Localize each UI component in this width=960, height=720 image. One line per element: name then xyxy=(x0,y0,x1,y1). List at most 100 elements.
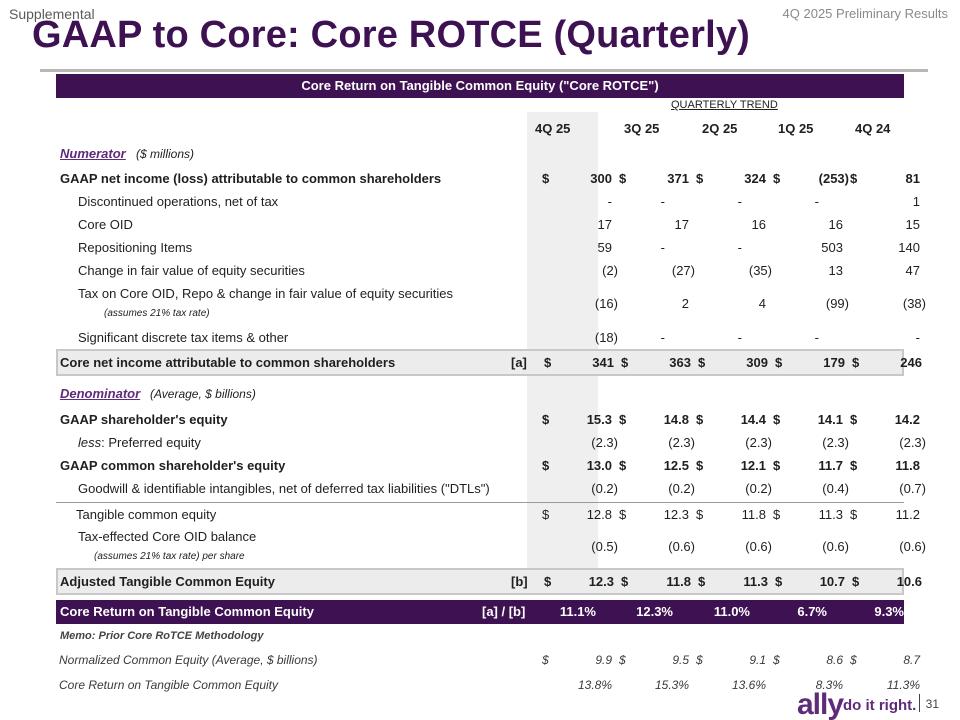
cell: $14.4 xyxy=(696,412,766,427)
cell: $324 xyxy=(696,171,766,186)
cell: - xyxy=(660,240,665,255)
row-label: Normalized Common Equity (Average, $ bil… xyxy=(59,653,318,667)
row-label: Core OID xyxy=(78,217,133,232)
cell: $10.6 xyxy=(852,574,922,589)
cell: $81 xyxy=(850,171,920,186)
cell: $12.3 xyxy=(619,507,689,522)
table-row: GAAP shareholder's equity $15.3 $14.8 $1… xyxy=(56,408,920,431)
cell: 11.1% xyxy=(559,604,596,619)
row-label: GAAP shareholder's equity xyxy=(60,412,228,427)
cell: $11.8 xyxy=(696,507,766,522)
cell: 17 xyxy=(597,217,612,232)
row-label: Goodwill & identifiable intangibles, net… xyxy=(78,481,490,496)
cell: (16) xyxy=(594,296,618,311)
cell: $13.0 xyxy=(542,458,612,473)
cell: - xyxy=(814,330,819,345)
cell: (2.3) xyxy=(899,435,926,450)
page-title: GAAP to Core: Core ROTCE (Quarterly) xyxy=(32,14,751,56)
row-label: Discontinued operations, net of tax xyxy=(78,194,279,209)
cell: $12.5 xyxy=(619,458,689,473)
cell: 11.3% xyxy=(886,678,920,692)
cell: (2.3) xyxy=(668,435,695,450)
supplemental-label: Supplemental xyxy=(9,6,95,22)
cell: 47 xyxy=(905,263,920,278)
cell: (99) xyxy=(825,296,849,311)
cell: $246 xyxy=(852,355,922,370)
cell: (0.6) xyxy=(745,539,772,554)
cell: - xyxy=(607,194,612,209)
quarterly-trend-label: QUARTERLY TREND xyxy=(671,99,778,111)
denominator-note: (Average, $ billions) xyxy=(150,387,256,401)
ref-a-over-b: [a] / [b] xyxy=(482,604,526,619)
row-label: less: Preferred equity xyxy=(78,435,201,450)
cell: (18) xyxy=(594,330,618,345)
row-label: GAAP common shareholder's equity xyxy=(60,458,286,473)
tax-rate-per-share-note: (assumes 21% tax rate) per share xyxy=(94,551,245,562)
cell: - xyxy=(660,194,665,209)
table-row: GAAP common shareholder's equity $13.0 $… xyxy=(56,454,920,477)
cell: $371 xyxy=(619,171,689,186)
tax-rate-note: (assumes 21% tax rate) xyxy=(104,308,210,319)
cell: 2 xyxy=(681,296,689,311)
cell: $11.7 xyxy=(773,458,843,473)
cell: (0.2) xyxy=(668,481,695,496)
adjusted-tce-row: Adjusted Tangible Common Equity [b] $12.… xyxy=(56,568,922,595)
cell: $11.3 xyxy=(773,507,843,522)
core-net-income-row: Core net income attributable to common s… xyxy=(56,349,922,376)
cell: $15.3 xyxy=(542,412,612,427)
denominator-heading: Denominator xyxy=(60,386,141,401)
cell: 4 xyxy=(758,296,766,311)
cell: (35) xyxy=(748,263,772,278)
row-label: Tax-effected Core OID balance xyxy=(78,529,257,544)
cell: 11.0% xyxy=(713,604,750,619)
cell: $8.7 xyxy=(850,653,920,667)
cell: (0.5) xyxy=(591,539,618,554)
cell: $10.7 xyxy=(775,574,845,589)
cell: (27) xyxy=(671,263,695,278)
table-row: Change in fair value of equity securitie… xyxy=(56,259,920,282)
column-header-2q25: 2Q 25 xyxy=(702,121,738,136)
table-banner: Core Return on Tangible Common Equity ("… xyxy=(56,74,904,98)
cell: $11.2 xyxy=(850,507,920,522)
memo-row: Core Return on Tangible Common Equity 13… xyxy=(56,675,920,695)
cell: 15 xyxy=(905,217,920,232)
cell: (0.6) xyxy=(668,539,695,554)
cell: $309 xyxy=(698,355,768,370)
cell: 140 xyxy=(898,240,920,255)
cell: (2.3) xyxy=(822,435,849,450)
cell: 15.3% xyxy=(654,678,689,692)
table-row: Tangible common equity $12.8 $12.3 $11.8… xyxy=(56,502,920,525)
cell: 8.3% xyxy=(815,678,843,692)
cell: $363 xyxy=(621,355,691,370)
cell: (2) xyxy=(602,263,618,278)
column-header-1q25: 1Q 25 xyxy=(778,121,814,136)
cell: $341 xyxy=(544,355,614,370)
cell: $14.8 xyxy=(619,412,689,427)
cell: 17 xyxy=(674,217,689,232)
cell: $12.1 xyxy=(696,458,766,473)
row-label: Tax on Core OID, Repo & change in fair v… xyxy=(78,286,454,301)
cell: $11.8 xyxy=(621,574,691,589)
cell: 13 xyxy=(828,263,843,278)
cell: 13.6% xyxy=(731,678,766,692)
tagline: do it right. xyxy=(843,697,917,714)
row-label: Core Return on Tangible Common Equity xyxy=(60,604,314,619)
numerator-note: ($ millions) xyxy=(136,147,195,161)
row-label: Core net income attributable to common s… xyxy=(60,355,396,370)
numerator-heading: Numerator xyxy=(60,146,126,161)
column-header-3q25: 3Q 25 xyxy=(624,121,660,136)
cell: $14.1 xyxy=(773,412,843,427)
row-label: Adjusted Tangible Common Equity xyxy=(60,574,275,589)
cell: (2.3) xyxy=(591,435,618,450)
cell: $300 xyxy=(542,171,612,186)
table-row: Tax on Core OID, Repo & change in fair v… xyxy=(56,282,926,322)
results-label: 4Q 2025 Preliminary Results xyxy=(782,6,948,21)
cell: 6.7% xyxy=(797,604,827,619)
cell: $14.2 xyxy=(850,412,920,427)
column-header-4q24: 4Q 24 xyxy=(855,121,891,136)
cell: $12.8 xyxy=(542,507,612,522)
cell: 503 xyxy=(821,240,843,255)
cell: $9.9 xyxy=(542,653,612,667)
cell: 12.3% xyxy=(636,604,673,619)
cell: $11.3 xyxy=(698,574,768,589)
